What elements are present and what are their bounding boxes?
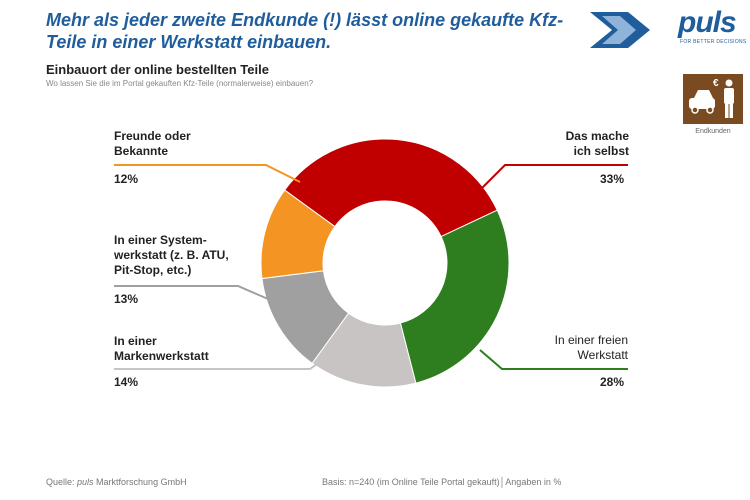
chart-title: Einbauort der online bestellten Teile (46, 62, 269, 77)
footer-source-prefix: Quelle: (46, 477, 78, 487)
value-brand: 14% (114, 375, 139, 389)
car-person-icon: € (689, 78, 734, 118)
leader-line-friends (114, 164, 301, 183)
value-friends: 12% (114, 172, 139, 186)
label-system-line1: In einer System- (114, 233, 207, 247)
leader-line-free (479, 349, 628, 370)
label-free-line1: In einer freien (554, 333, 628, 347)
logo-tagline: FOR BETTER DECISIONS (680, 39, 747, 45)
badge: € (683, 74, 743, 124)
value-free: 28% (600, 375, 625, 389)
footer-source-brand: puls (77, 477, 94, 487)
logo-text: puls (678, 6, 737, 39)
footer-source: Quelle: puls Marktforschung GmbH (46, 477, 187, 487)
page-headline: Mehr als jeder zweite Endkunde (!) lässt… (46, 10, 564, 52)
leader-line-self (479, 164, 628, 191)
label-self-line1: Das mache (565, 129, 629, 143)
badge-label: Endkunden (695, 128, 731, 135)
label-friends-line1: Freunde oder (114, 129, 191, 143)
leader-line-brand (114, 354, 331, 370)
footer-source-suffix: Marktforschung GmbH (93, 477, 187, 487)
label-system-line3: Pit-Stop, etc.) (114, 263, 192, 277)
label-system-line2: werkstatt (z. B. ATU, (114, 248, 229, 262)
label-brand: In einer Markenwerkstatt (114, 334, 209, 364)
label-free-line2: Werkstatt (577, 348, 628, 362)
label-friends-line2: Bekannte (114, 144, 169, 158)
slice-friends (260, 189, 336, 280)
slice-free (399, 209, 510, 384)
label-friends: Freunde oder Bekannte (114, 129, 191, 159)
label-free: In einer freien Werkstatt (520, 333, 628, 363)
footer-basis: Basis: n=240 (im Online Teile Portal gek… (322, 477, 562, 487)
logo-x-mark-inner (602, 16, 636, 44)
label-self: Das mache ich selbst (557, 129, 629, 159)
leader-line-system (114, 285, 276, 303)
label-system: In einer System- werkstatt (z. B. ATU, P… (114, 233, 229, 278)
puls-logo (590, 12, 650, 48)
chart-subtitle: Wo lassen Sie die im Portal gekauften Kf… (46, 79, 314, 88)
value-system: 13% (114, 292, 139, 306)
label-brand-line2: Markenwerkstatt (114, 349, 209, 363)
svg-text:€: € (713, 78, 719, 89)
label-self-line2: ich selbst (573, 144, 629, 158)
label-brand-line1: In einer (114, 334, 157, 348)
value-self: 33% (600, 172, 625, 186)
slice-self (283, 138, 498, 238)
